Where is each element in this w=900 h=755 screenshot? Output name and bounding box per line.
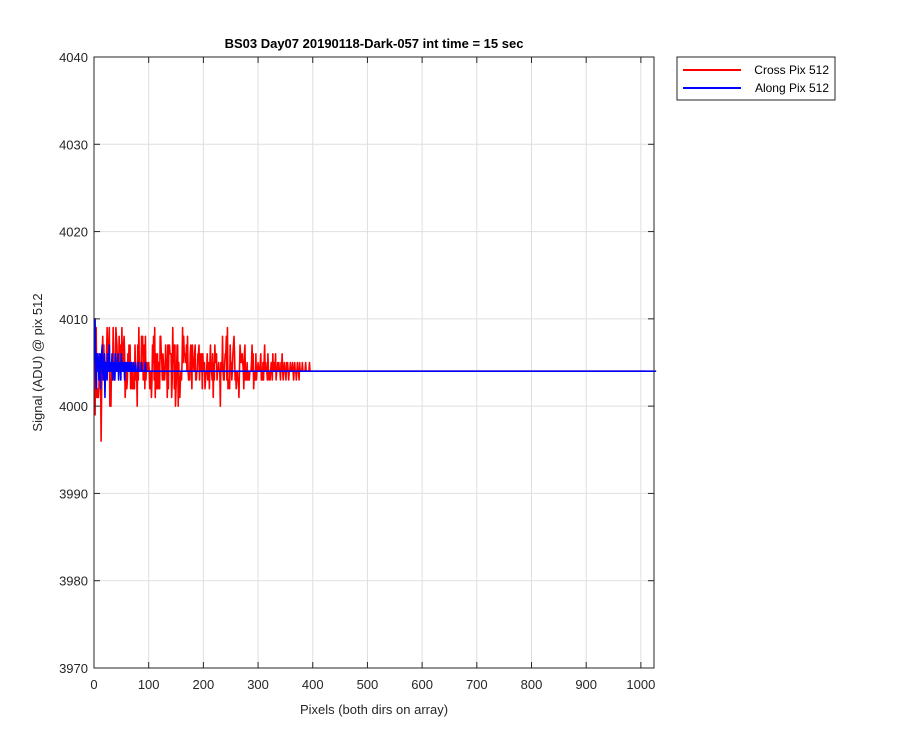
y-tick-label: 3980 bbox=[59, 574, 88, 589]
y-tick-label: 4010 bbox=[59, 312, 88, 327]
y-tick-label: 4000 bbox=[59, 399, 88, 414]
x-tick-label: 700 bbox=[466, 677, 488, 692]
x-axis: 0 100 200 300 400 500 600 700 800 900 1000 bbox=[90, 57, 655, 692]
x-tick-label: 200 bbox=[193, 677, 215, 692]
x-tick-label: 600 bbox=[411, 677, 433, 692]
x-tick-label: 900 bbox=[575, 677, 597, 692]
y-tick-label: 4040 bbox=[59, 50, 88, 65]
legend-label-cross-pix: Cross Pix 512 bbox=[754, 63, 829, 77]
axes-box bbox=[93, 56, 655, 669]
x-tick-label: 300 bbox=[247, 677, 269, 692]
x-tick-label: 1000 bbox=[626, 677, 655, 692]
grid bbox=[94, 57, 654, 668]
x-tick-label: 800 bbox=[521, 677, 543, 692]
y-tick-label: 4020 bbox=[59, 225, 88, 240]
x-tick-label: 400 bbox=[302, 677, 324, 692]
y-axis: 3970 3980 3990 4000 4010 4020 4030 4040 bbox=[59, 50, 654, 676]
x-tick-label: 100 bbox=[138, 677, 160, 692]
legend-box bbox=[676, 56, 836, 101]
chart-title: BS03 Day07 20190118-Dark-057 int time = … bbox=[225, 36, 524, 51]
y-tick-label: 4030 bbox=[59, 137, 88, 152]
x-tick-label: 500 bbox=[357, 677, 379, 692]
legend: Cross Pix 512 Along Pix 512 bbox=[676, 56, 836, 101]
x-axis-label: Pixels (both dirs on array) bbox=[300, 702, 448, 717]
legend-label-along-pix: Along Pix 512 bbox=[755, 81, 829, 95]
y-axis-label: Signal (ADU) @ pix 512 bbox=[30, 293, 45, 431]
series-line-1 bbox=[93, 318, 657, 399]
x-tick-label: 0 bbox=[90, 677, 97, 692]
plot-area bbox=[93, 318, 657, 442]
y-tick-label: 3990 bbox=[59, 486, 88, 501]
y-tick-label: 3970 bbox=[59, 661, 88, 676]
